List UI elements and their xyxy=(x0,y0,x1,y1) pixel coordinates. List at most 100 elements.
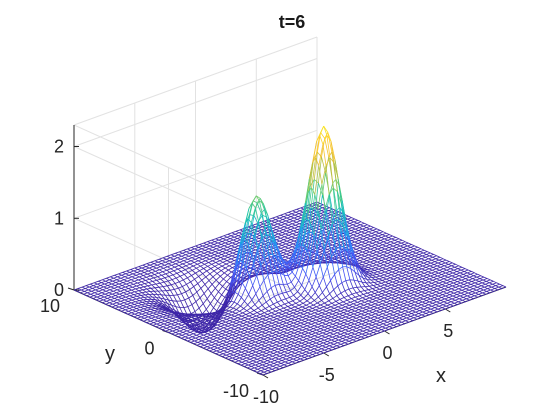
mesh-segment xyxy=(188,336,193,339)
mesh-segment xyxy=(133,270,138,273)
mesh-segment xyxy=(159,323,165,326)
mesh-segment xyxy=(193,283,199,287)
mesh-segment xyxy=(286,230,290,233)
mesh-segment xyxy=(245,276,250,289)
mesh-segment xyxy=(243,321,248,324)
mesh-segment xyxy=(338,212,343,216)
mesh-segment xyxy=(260,272,265,275)
mesh-segment xyxy=(180,271,185,275)
mesh-segment xyxy=(222,306,228,311)
mesh-segment xyxy=(163,281,168,287)
mesh-segment xyxy=(250,344,255,347)
mesh-segment xyxy=(192,267,197,271)
mesh-segment xyxy=(306,297,312,302)
mesh-segment xyxy=(159,314,164,317)
mesh-segment xyxy=(275,334,279,337)
mesh-segment xyxy=(303,293,309,299)
mesh-segment xyxy=(156,322,161,325)
mesh-segment xyxy=(286,290,291,293)
mesh-segment xyxy=(290,227,295,230)
mesh-segment xyxy=(180,269,186,272)
mesh-segment xyxy=(117,299,121,302)
mesh-segment xyxy=(234,314,239,317)
mesh-segment xyxy=(288,233,293,236)
mesh-segment xyxy=(131,279,135,282)
mesh-segment xyxy=(235,312,239,316)
mesh-segment xyxy=(117,308,123,311)
mesh-segment xyxy=(191,315,196,318)
mesh-segment xyxy=(127,276,133,279)
mesh-segment xyxy=(145,264,151,267)
mesh-segment xyxy=(258,353,263,356)
mesh-segment xyxy=(319,250,324,253)
mesh-segment xyxy=(274,335,279,338)
mesh-segment xyxy=(200,343,205,346)
mesh-segment xyxy=(266,291,271,300)
mesh-segment xyxy=(256,337,261,340)
mesh-segment xyxy=(186,250,191,253)
mesh-segment xyxy=(282,334,287,337)
mesh-segment xyxy=(306,304,310,308)
mesh-segment xyxy=(267,358,272,361)
mesh-segment xyxy=(261,342,266,346)
mesh-segment xyxy=(288,247,292,251)
mesh-segment xyxy=(154,272,159,275)
mesh-segment xyxy=(287,275,292,283)
mesh-segment xyxy=(120,277,125,281)
mesh-segment xyxy=(318,194,323,218)
mesh-segment xyxy=(243,343,248,346)
mesh-segment xyxy=(235,260,241,279)
mesh-segment xyxy=(325,293,330,298)
mesh-segment xyxy=(285,256,289,259)
mesh-segment xyxy=(205,273,211,278)
mesh-segment xyxy=(225,239,230,242)
mesh-segment xyxy=(199,331,204,333)
mesh-segment xyxy=(213,334,219,337)
mesh-segment xyxy=(106,299,111,302)
mesh-segment xyxy=(192,269,196,274)
mesh-segment xyxy=(288,361,293,364)
mesh-segment xyxy=(262,248,267,257)
mesh-segment xyxy=(311,205,316,209)
mesh-segment xyxy=(277,327,282,330)
mesh-segment xyxy=(265,233,270,236)
mesh-segment xyxy=(225,330,231,333)
mesh-segment xyxy=(302,316,306,319)
mesh-segment xyxy=(242,358,247,362)
mesh-segment xyxy=(305,257,311,275)
mesh-segment xyxy=(215,251,219,254)
mesh-segment xyxy=(307,231,313,234)
mesh-segment xyxy=(283,364,288,367)
mesh-segment xyxy=(184,257,188,260)
mesh-segment xyxy=(283,226,288,229)
mesh-segment xyxy=(131,274,137,278)
mesh-segment xyxy=(225,343,230,346)
mesh-segment xyxy=(248,360,254,363)
mesh-segment xyxy=(162,326,167,329)
mesh-segment xyxy=(252,314,257,317)
mesh-segment xyxy=(227,314,232,317)
mesh-segment xyxy=(234,347,240,350)
mesh-segment xyxy=(198,329,202,332)
mesh-segment xyxy=(210,287,216,294)
mesh-segment xyxy=(297,334,301,337)
mesh-segment xyxy=(271,334,276,337)
mesh-segment xyxy=(225,238,231,241)
mesh-segment xyxy=(196,267,200,272)
mesh-segment xyxy=(182,251,187,254)
mesh-segment xyxy=(205,315,211,318)
mesh-segment xyxy=(328,194,333,225)
mesh-segment xyxy=(279,217,283,220)
mesh-segment xyxy=(214,291,219,298)
mesh-segment xyxy=(297,357,301,360)
mesh-segment xyxy=(251,341,256,344)
mesh-segment xyxy=(237,317,242,320)
mesh-segment xyxy=(141,312,147,315)
mesh-segment xyxy=(179,329,184,332)
mesh-segment xyxy=(198,257,203,260)
mesh-segment xyxy=(235,310,240,314)
mesh-segment xyxy=(195,244,200,247)
mesh-segment xyxy=(296,312,301,315)
mesh-segment xyxy=(241,351,245,354)
